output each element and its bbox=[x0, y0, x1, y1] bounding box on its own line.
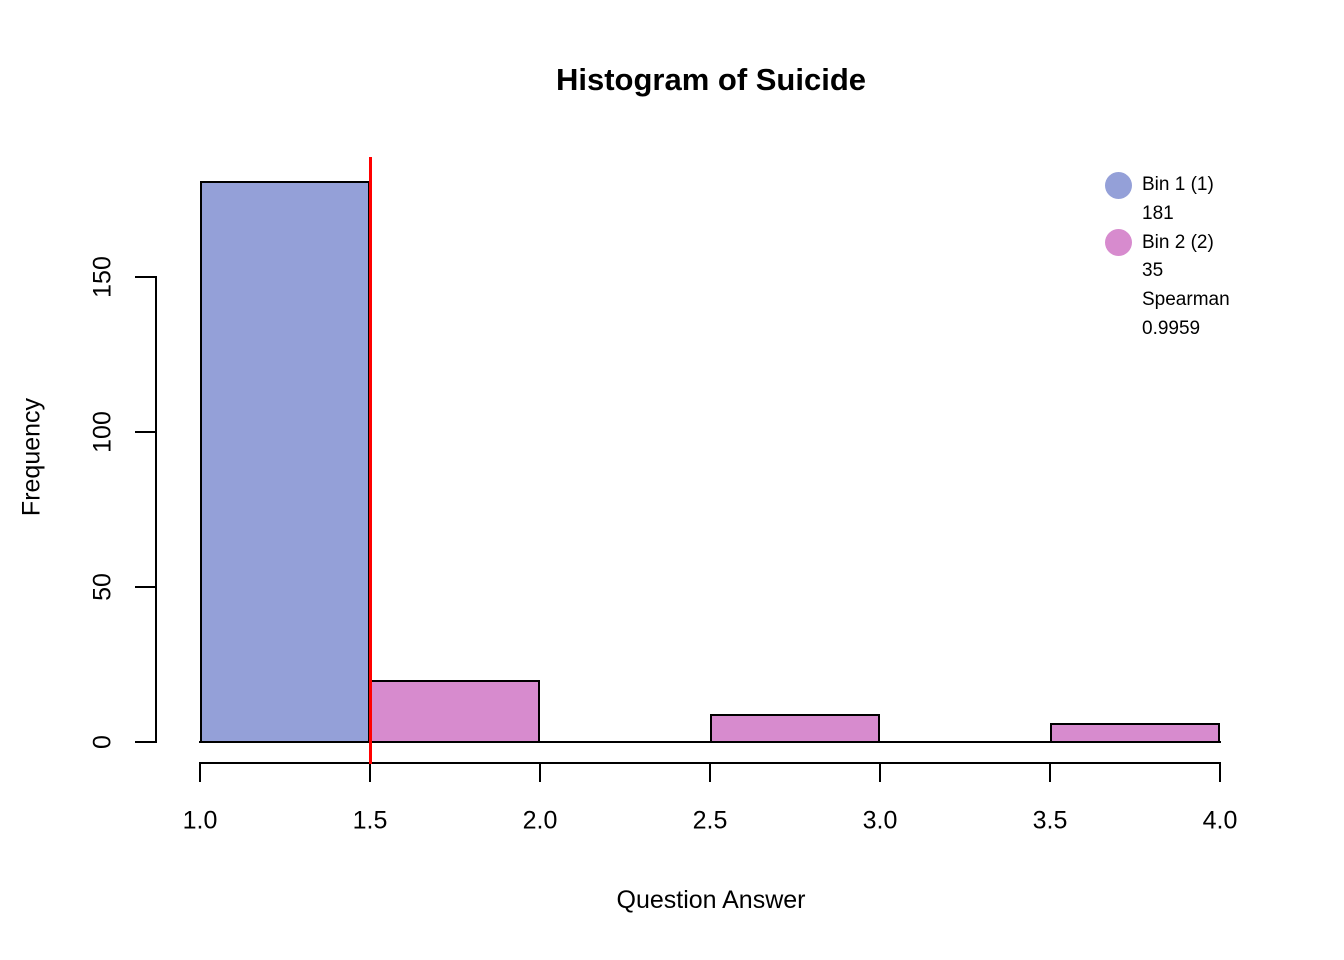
legend: Bin 1 (1) 181 Bin 2 (2) 35 Spearman 0.99… bbox=[1105, 171, 1230, 343]
legend-swatch-bin1-icon bbox=[1105, 171, 1132, 199]
legend-item-bin2: Bin 2 (2) bbox=[1105, 228, 1230, 257]
legend-swatch-bin2-icon bbox=[1105, 229, 1132, 257]
y-tick-mark bbox=[135, 431, 155, 433]
x-tick-mark bbox=[1049, 762, 1051, 782]
legend-value-bin1: 181 bbox=[1105, 200, 1230, 229]
histogram-bar-6 bbox=[1050, 723, 1220, 743]
x-tick-label: 2.0 bbox=[522, 806, 558, 835]
y-tick-mark bbox=[135, 586, 155, 588]
histogram-bar-2 bbox=[370, 680, 540, 743]
x-tick-label: 1.5 bbox=[352, 806, 388, 835]
x-tick-label: 3.0 bbox=[862, 806, 898, 835]
legend-value-bin1-text: 181 bbox=[1142, 203, 1174, 225]
x-tick-label: 3.5 bbox=[1032, 806, 1068, 835]
y-tick-label: 100 bbox=[88, 411, 117, 453]
legend-item-bin1: Bin 1 (1) bbox=[1105, 171, 1230, 200]
legend-label-bin1: Bin 1 (1) bbox=[1142, 174, 1214, 196]
legend-stat-label-text: Spearman bbox=[1142, 289, 1230, 311]
chart-title: Histogram of Suicide bbox=[555, 62, 867, 97]
x-tick-mark bbox=[199, 762, 201, 782]
legend-value-bin2: 35 bbox=[1105, 257, 1230, 286]
y-tick-mark bbox=[135, 276, 155, 278]
x-tick-mark bbox=[709, 762, 711, 782]
legend-stat-value: 0.9959 bbox=[1105, 314, 1230, 343]
x-tick-mark bbox=[1219, 762, 1221, 782]
y-axis-title: Frequency bbox=[17, 397, 46, 517]
legend-value-bin2-text: 35 bbox=[1142, 260, 1164, 282]
y-tick-mark bbox=[135, 741, 155, 743]
y-tick-label: 50 bbox=[88, 573, 117, 601]
x-tick-label: 1.0 bbox=[182, 806, 218, 835]
histogram-bar-1 bbox=[200, 180, 370, 743]
x-axis-title: Question Answer bbox=[616, 886, 806, 914]
legend-stat-label: Spearman bbox=[1105, 286, 1230, 315]
x-tick-label: 2.5 bbox=[692, 806, 728, 835]
legend-stat-value-text: 0.9959 bbox=[1142, 317, 1201, 339]
x-tick-mark bbox=[879, 762, 881, 782]
y-axis-line bbox=[155, 276, 157, 743]
x-tick-mark bbox=[369, 762, 371, 782]
legend-label-bin2: Bin 2 (2) bbox=[1142, 231, 1214, 253]
y-tick-label: 150 bbox=[88, 256, 117, 298]
y-tick-label: 0 bbox=[88, 735, 117, 749]
threshold-line bbox=[368, 157, 372, 764]
x-tick-mark bbox=[539, 762, 541, 782]
histogram-bar-4 bbox=[710, 714, 880, 743]
x-tick-label: 4.0 bbox=[1202, 806, 1238, 835]
